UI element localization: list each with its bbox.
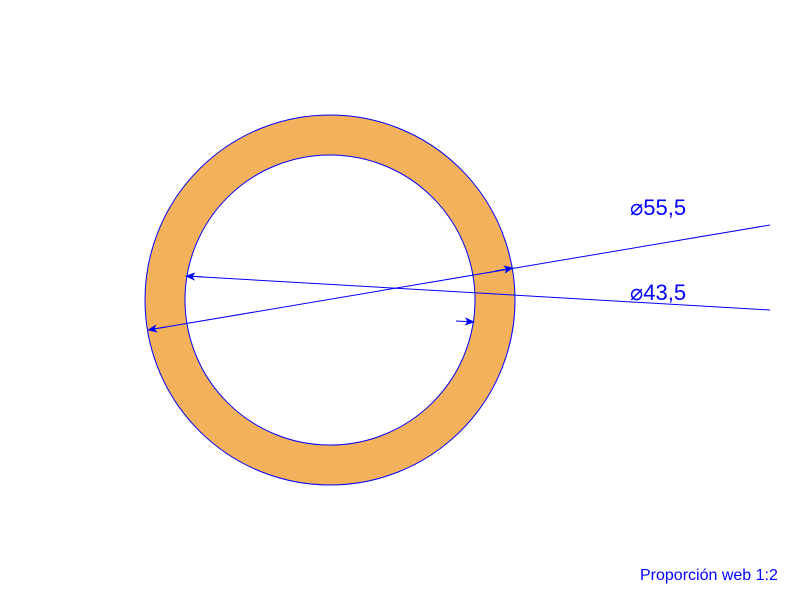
outer-dim-line bbox=[148, 225, 770, 330]
inner-dim-label: ⌀43,5 bbox=[630, 280, 686, 305]
footer-caption: Proporción web 1:2 bbox=[640, 567, 778, 584]
inner-dim-arrow-right bbox=[456, 321, 474, 322]
ring-shape bbox=[145, 115, 515, 485]
diagram-canvas: ⌀55,5 ⌀43,5 Proporción web 1:2 bbox=[0, 0, 800, 600]
inner-dim-arrow-left bbox=[186, 276, 204, 277]
outer-dim-label: ⌀55,5 bbox=[630, 195, 686, 220]
